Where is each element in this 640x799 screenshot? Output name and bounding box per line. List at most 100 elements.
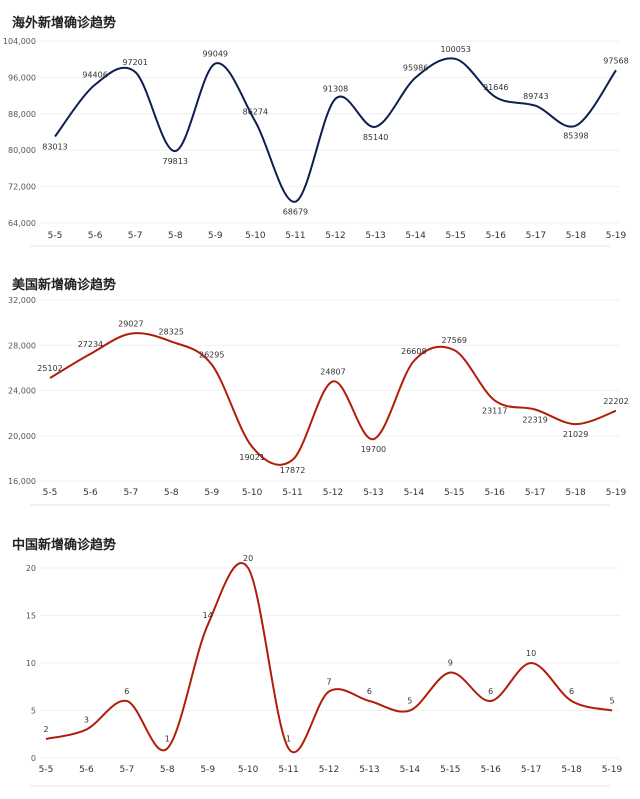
x-tick-label: 5-9 (200, 765, 215, 775)
x-tick-label: 5-15 (440, 765, 460, 775)
data-label: 91308 (323, 85, 348, 94)
y-tick-label: 64,000 (8, 219, 36, 228)
x-tick-label: 5-7 (124, 488, 139, 498)
data-label: 7 (326, 678, 331, 687)
data-label: 97201 (122, 58, 147, 67)
x-tick-label: 5-8 (168, 231, 183, 241)
y-tick-label: 0 (31, 754, 36, 763)
y-tick-label: 20 (26, 564, 36, 573)
data-label: 85398 (563, 132, 588, 141)
x-tick-label: 5-8 (164, 488, 179, 498)
x-tick-label: 5-14 (404, 488, 425, 498)
y-tick-label: 15 (26, 612, 36, 621)
data-label: 14 (203, 611, 213, 620)
data-label: 19700 (361, 445, 386, 454)
x-tick-label: 5-13 (359, 765, 379, 775)
x-tick-label: 5-6 (88, 231, 103, 241)
x-tick-label: 5-19 (602, 765, 623, 775)
series-line (54, 57, 617, 203)
usa-line-chart: 16,000 20,000 24,000 28,000 32,000 5-5 5-6 5-7 5… (8, 296, 629, 506)
data-label: 5 (407, 697, 412, 706)
x-tick-label: 5-13 (363, 488, 383, 498)
x-tick-label: 5-7 (120, 765, 135, 775)
data-label: 6 (569, 687, 574, 696)
data-label: 10 (526, 649, 536, 658)
x-tick-label: 5-7 (128, 231, 143, 241)
x-tick-label: 5-17 (521, 765, 541, 775)
x-tick-label: 5-18 (565, 488, 586, 498)
data-label: 99049 (203, 50, 228, 59)
y-tick-label: 24,000 (8, 387, 36, 396)
data-label: 26608 (401, 347, 426, 356)
x-tick-label: 5-10 (245, 231, 266, 241)
x-tick-label: 5-9 (208, 231, 223, 241)
x-tick-label: 5-11 (278, 765, 298, 775)
data-label: 6 (488, 687, 493, 696)
data-label: 2 (43, 725, 48, 734)
x-tick-label: 5-16 (484, 488, 505, 498)
data-label: 27234 (78, 340, 103, 349)
overseas-line-chart: 64,000 72,000 80,000 88,000 96,000 104,000 5-5… (3, 37, 629, 247)
x-tick-label: 5-10 (238, 765, 259, 775)
data-label: 5 (609, 697, 614, 706)
data-label: 86274 (243, 108, 268, 117)
data-label: 95986 (403, 63, 428, 72)
chart-title: 海外新增确诊趋势 (12, 16, 117, 31)
x-tick-label: 5-16 (486, 231, 507, 241)
x-tick-label: 5-18 (561, 765, 582, 775)
x-tick-label: 5-8 (160, 765, 175, 775)
data-label: 24807 (320, 367, 345, 376)
data-label: 21029 (563, 430, 588, 439)
data-label: 17872 (280, 466, 305, 475)
y-tick-label: 32,000 (8, 296, 36, 305)
chart-title: 中国新增确诊趋势 (12, 538, 117, 553)
series-line (49, 332, 617, 466)
x-tick-label: 5-15 (444, 488, 464, 498)
chart-panel-usa: 美国新增确诊趋势 16,000 20,000 24,000 28,000 32,000 5… (0, 262, 640, 522)
data-label: 91646 (483, 83, 508, 92)
data-label: 6 (367, 687, 372, 696)
x-tick-label: 5-19 (606, 488, 627, 498)
y-tick-label: 5 (31, 707, 36, 716)
y-tick-label: 104,000 (3, 37, 36, 46)
x-tick-label: 5-14 (405, 231, 426, 241)
x-tick-label: 5-5 (48, 231, 63, 241)
data-label: 27569 (442, 336, 467, 345)
data-label: 19021 (239, 453, 264, 462)
data-label: 9 (448, 659, 453, 668)
y-tick-label: 28,000 (8, 341, 36, 350)
x-tick-label: 5-14 (400, 765, 421, 775)
chart-panel-china: 中国新增确诊趋势 0 5 10 15 20 5-5 5-6 5-7 5-8 5-9 5-10 5-11… (0, 522, 640, 799)
data-label: 100053 (440, 45, 471, 54)
y-tick-label: 72,000 (8, 183, 36, 192)
data-label: 1 (286, 735, 291, 744)
data-label: 89743 (523, 92, 548, 101)
data-label: 22319 (522, 416, 547, 425)
data-label: 29027 (118, 320, 143, 329)
series-line (45, 562, 613, 753)
y-tick-label: 20,000 (8, 432, 36, 441)
x-tick-label: 5-12 (325, 231, 345, 241)
x-tick-label: 5-17 (525, 488, 545, 498)
data-label: 26295 (199, 351, 224, 360)
x-tick-label: 5-5 (43, 488, 58, 498)
x-tick-label: 5-15 (445, 231, 465, 241)
data-label: 94406 (82, 71, 107, 80)
data-label: 1 (165, 735, 170, 744)
data-label: 28325 (159, 328, 184, 337)
x-tick-label: 5-16 (480, 765, 501, 775)
x-tick-label: 5-6 (83, 488, 98, 498)
y-tick-label: 80,000 (8, 146, 36, 155)
chart-title: 美国新增确诊趋势 (12, 278, 117, 293)
data-label: 22202 (603, 397, 628, 406)
x-tick-label: 5-12 (323, 488, 343, 498)
data-label: 6 (124, 687, 129, 696)
y-tick-label: 96,000 (8, 73, 36, 82)
data-label: 79813 (162, 157, 187, 166)
data-label: 83013 (42, 142, 67, 151)
x-tick-label: 5-10 (242, 488, 263, 498)
x-tick-label: 5-19 (606, 231, 627, 241)
x-tick-label: 5-11 (285, 231, 305, 241)
data-label: 68679 (283, 208, 308, 217)
